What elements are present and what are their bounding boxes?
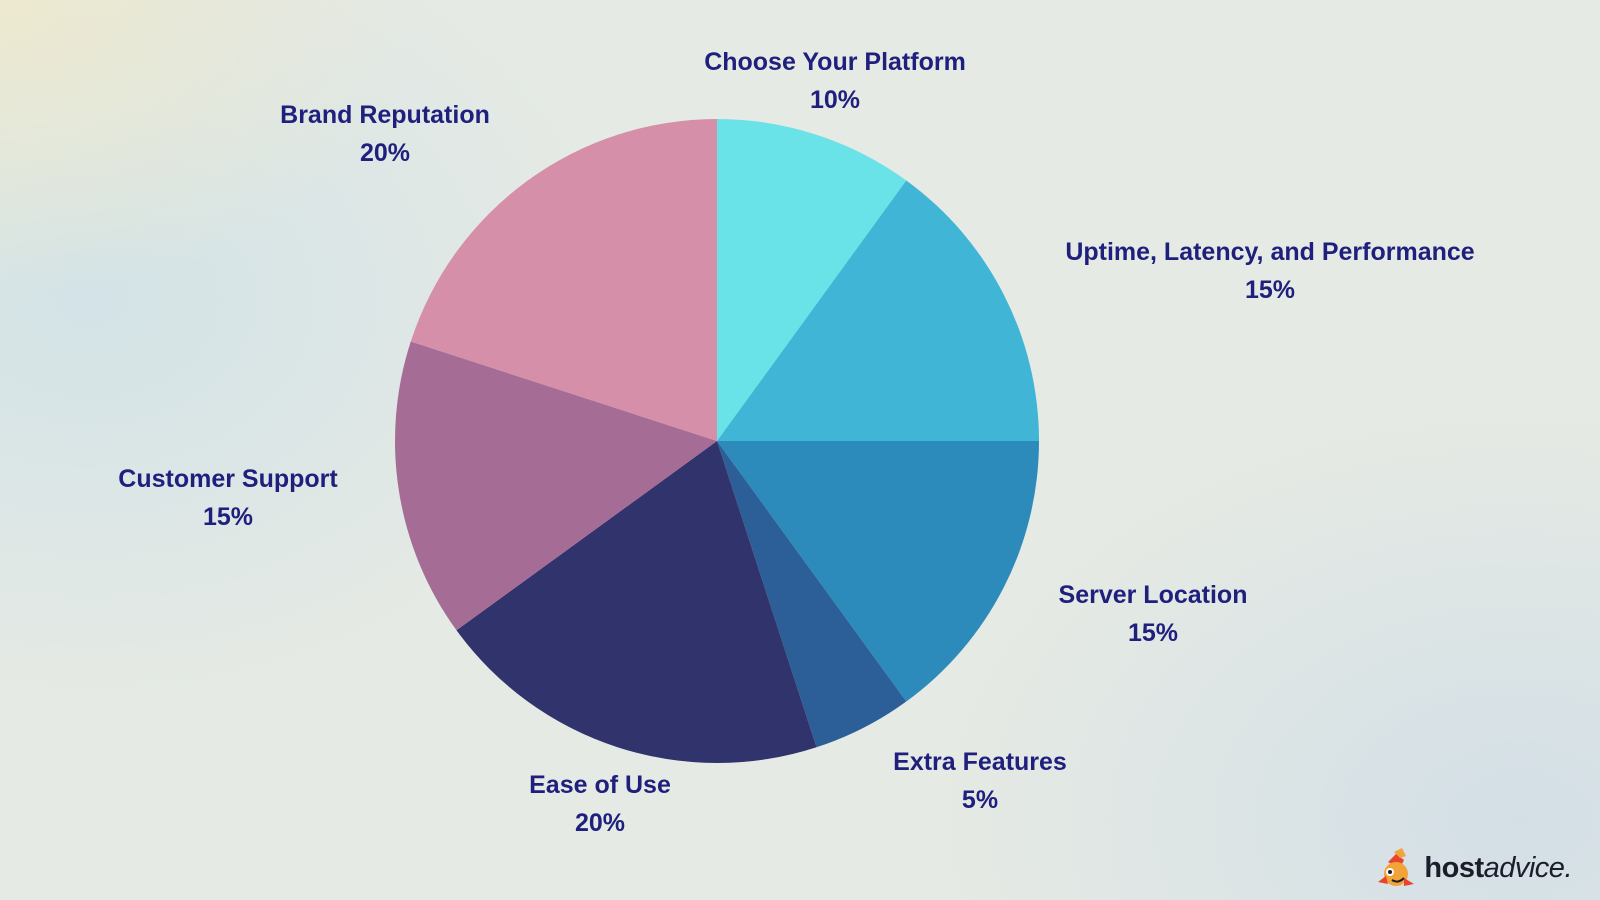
host-advice-mascot-icon bbox=[1378, 848, 1415, 886]
slice-name: Customer Support bbox=[118, 465, 338, 493]
slice-percent: 20% bbox=[360, 139, 410, 167]
slice-name: Server Location bbox=[1059, 581, 1248, 609]
pie-slice bbox=[717, 441, 1039, 702]
slice-percent: 20% bbox=[575, 809, 625, 837]
slice-percent: 15% bbox=[1128, 619, 1178, 647]
slice-label: Customer Support 15% bbox=[118, 465, 338, 531]
slice-name: Extra Features bbox=[893, 748, 1067, 776]
hostadvice-logo: hostadvice. bbox=[1374, 848, 1573, 888]
slice-label: Uptime, Latency, and Performance 15% bbox=[1065, 238, 1474, 304]
slice-label: Brand Reputation 20% bbox=[280, 101, 490, 167]
pie-slice bbox=[717, 119, 907, 441]
pie-slice bbox=[395, 341, 717, 631]
pie-slice bbox=[410, 119, 717, 441]
slice-name: Uptime, Latency, and Performance bbox=[1065, 238, 1474, 266]
slice-name: Brand Reputation bbox=[280, 101, 490, 129]
pie-slice bbox=[456, 441, 817, 763]
slice-name: Ease of Use bbox=[529, 771, 671, 799]
pie-slice bbox=[717, 180, 1039, 441]
logo-wordmark: hostadvice. bbox=[1424, 851, 1572, 884]
slice-label: Choose Your Platform 10% bbox=[704, 48, 966, 114]
slice-label: Ease of Use 20% bbox=[529, 771, 671, 837]
slice-label: Server Location 15% bbox=[1059, 581, 1248, 647]
slice-percent: 10% bbox=[810, 86, 860, 114]
slice-percent: 15% bbox=[203, 503, 253, 531]
slice-label: Extra Features 5% bbox=[893, 748, 1067, 814]
slice-name: Choose Your Platform bbox=[704, 48, 966, 76]
pie-slice bbox=[717, 441, 907, 748]
slice-percent: 5% bbox=[962, 786, 998, 814]
slice-percent: 15% bbox=[1245, 276, 1295, 304]
